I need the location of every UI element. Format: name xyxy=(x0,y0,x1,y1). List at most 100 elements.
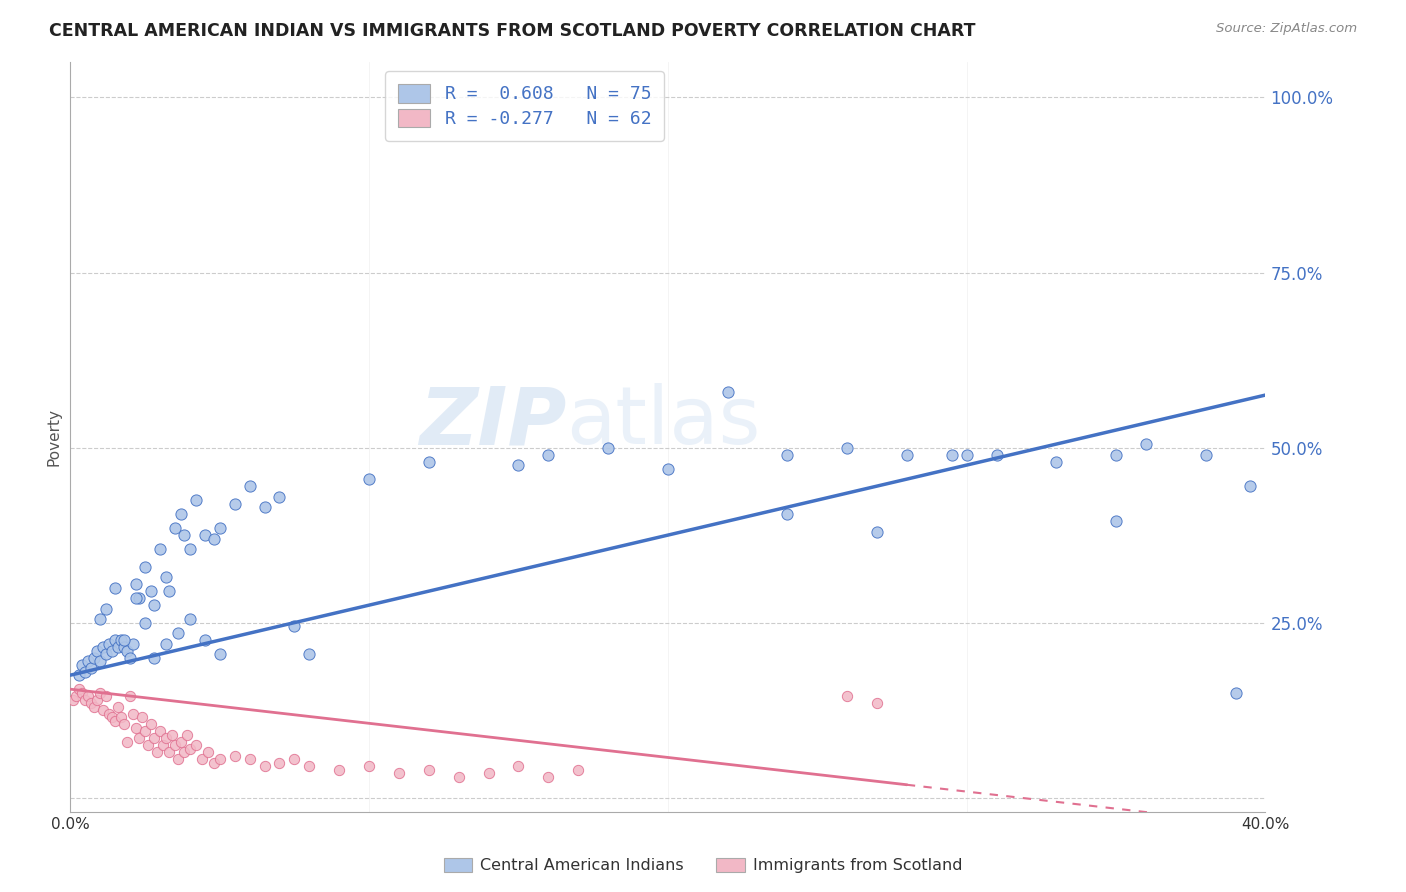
Point xyxy=(418,454,440,468)
Point xyxy=(146,745,169,759)
Point xyxy=(122,706,145,721)
Point xyxy=(157,745,180,759)
Point xyxy=(157,584,180,599)
Point xyxy=(143,650,166,665)
Point xyxy=(80,696,103,710)
Point xyxy=(125,577,148,591)
Point xyxy=(1135,437,1157,451)
Point xyxy=(179,542,201,557)
Point xyxy=(70,686,93,700)
Point xyxy=(657,461,679,475)
Point xyxy=(128,731,150,746)
Point xyxy=(107,699,129,714)
Point xyxy=(170,734,193,748)
Point xyxy=(115,734,138,748)
Point xyxy=(1195,448,1218,462)
Point xyxy=(283,619,305,633)
Point xyxy=(269,756,291,770)
Point xyxy=(224,497,246,511)
Point xyxy=(125,591,148,606)
Point xyxy=(1239,479,1261,493)
Point xyxy=(866,696,889,710)
Point xyxy=(269,490,291,504)
Point xyxy=(104,581,127,595)
Point xyxy=(83,699,105,714)
Point xyxy=(98,637,121,651)
Point xyxy=(83,650,105,665)
Point xyxy=(508,759,530,773)
Point xyxy=(89,612,111,626)
Point xyxy=(447,770,470,784)
Point xyxy=(96,647,118,661)
Point xyxy=(986,448,1008,462)
Point xyxy=(253,500,276,515)
Point xyxy=(166,626,188,640)
Legend: R =  0.608   N = 75, R = -0.277   N = 62: R = 0.608 N = 75, R = -0.277 N = 62 xyxy=(385,71,664,141)
Text: CENTRAL AMERICAN INDIAN VS IMMIGRANTS FROM SCOTLAND POVERTY CORRELATION CHART: CENTRAL AMERICAN INDIAN VS IMMIGRANTS FR… xyxy=(49,22,976,40)
Point xyxy=(75,692,97,706)
Point xyxy=(134,615,156,630)
Point xyxy=(173,528,195,542)
Y-axis label: Poverty: Poverty xyxy=(46,408,62,467)
Point xyxy=(104,633,127,648)
Point xyxy=(239,479,262,493)
Point xyxy=(194,528,217,542)
Point xyxy=(122,637,145,651)
Point xyxy=(896,448,918,462)
Point xyxy=(143,598,166,612)
Point xyxy=(107,640,129,655)
Point xyxy=(128,591,150,606)
Point xyxy=(166,752,188,766)
Point xyxy=(139,717,162,731)
Point xyxy=(120,689,141,703)
Point xyxy=(208,647,231,661)
Point xyxy=(184,493,207,508)
Point xyxy=(86,692,108,706)
Point xyxy=(1105,514,1128,528)
Point xyxy=(173,745,195,759)
Point xyxy=(143,731,166,746)
Point xyxy=(110,710,132,724)
Point xyxy=(837,441,859,455)
Point xyxy=(110,633,132,648)
Point xyxy=(598,441,620,455)
Point xyxy=(208,521,231,535)
Point xyxy=(941,448,963,462)
Point xyxy=(89,686,111,700)
Point xyxy=(134,559,156,574)
Point xyxy=(1225,686,1247,700)
Point xyxy=(202,532,225,546)
Point xyxy=(67,668,90,682)
Point xyxy=(125,721,148,735)
Point xyxy=(866,524,889,539)
Point xyxy=(253,759,276,773)
Point xyxy=(67,682,90,697)
Point xyxy=(75,665,97,679)
Point xyxy=(163,738,186,752)
Point xyxy=(208,752,231,766)
Point xyxy=(418,763,440,777)
Point xyxy=(149,724,172,739)
Point xyxy=(136,738,159,752)
Point xyxy=(62,692,84,706)
Point xyxy=(776,448,799,462)
Point xyxy=(160,728,183,742)
Point xyxy=(197,745,219,759)
Point xyxy=(80,661,103,675)
Point xyxy=(224,748,246,763)
Point xyxy=(202,756,225,770)
Point xyxy=(283,752,305,766)
Point xyxy=(956,448,979,462)
Point xyxy=(115,643,138,657)
Point xyxy=(567,763,589,777)
Point xyxy=(77,654,100,668)
Point xyxy=(155,570,177,584)
Point xyxy=(104,714,127,728)
Point xyxy=(112,640,135,655)
Point xyxy=(98,706,121,721)
Point xyxy=(91,703,114,717)
Point xyxy=(96,689,118,703)
Point xyxy=(298,759,321,773)
Point xyxy=(149,542,172,557)
Point xyxy=(120,650,141,665)
